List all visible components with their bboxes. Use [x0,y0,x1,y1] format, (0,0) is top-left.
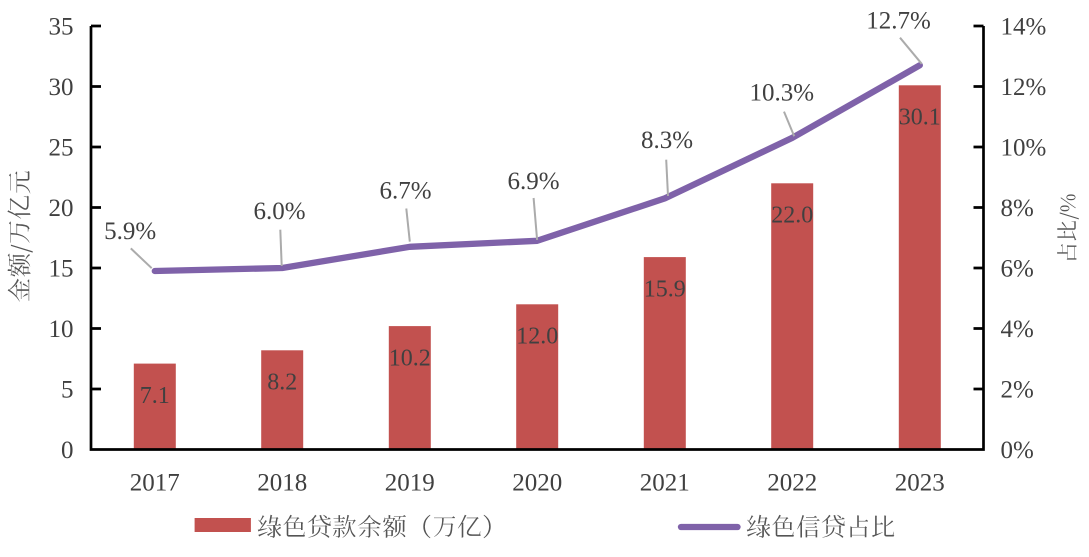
svg-text:0%: 0% [1001,437,1034,464]
svg-text:22.0: 22.0 [771,203,813,229]
svg-text:6%: 6% [1001,255,1034,282]
svg-text:4%: 4% [1001,316,1034,343]
svg-text:6.0%: 6.0% [253,198,305,225]
svg-text:8.3%: 8.3% [641,127,693,154]
svg-text:2023: 2023 [895,470,945,497]
svg-text:6.7%: 6.7% [379,178,431,205]
svg-text:2018: 2018 [257,470,307,497]
svg-text:35: 35 [49,13,74,40]
svg-text:2022: 2022 [767,470,817,497]
svg-text:2020: 2020 [512,470,562,497]
svg-text:2%: 2% [1001,376,1034,403]
svg-text:12%: 12% [1001,74,1047,101]
svg-text:7.1: 7.1 [140,383,170,409]
svg-text:2017: 2017 [130,470,180,497]
svg-text:0: 0 [61,437,74,464]
svg-text:5: 5 [61,376,74,403]
svg-text:15: 15 [49,255,74,282]
svg-text:12.0: 12.0 [516,324,558,350]
svg-text:10: 10 [49,316,74,343]
svg-text:6.9%: 6.9% [508,168,560,195]
svg-text:5.9%: 5.9% [104,218,156,245]
svg-text:20: 20 [49,195,74,222]
svg-text:10.2: 10.2 [389,345,431,371]
svg-text:8%: 8% [1001,195,1034,222]
svg-text:25: 25 [49,134,74,161]
svg-text:2019: 2019 [385,470,435,497]
svg-text:10%: 10% [1001,134,1047,161]
svg-text:30.1: 30.1 [899,105,941,131]
svg-text:10.3%: 10.3% [750,79,815,106]
svg-text:2021: 2021 [640,470,690,497]
svg-text:12.7%: 12.7% [866,8,931,35]
svg-text:14%: 14% [1001,13,1047,40]
svg-text:15.9: 15.9 [644,276,686,302]
svg-text:8.2: 8.2 [267,370,297,396]
svg-text:30: 30 [49,74,74,101]
